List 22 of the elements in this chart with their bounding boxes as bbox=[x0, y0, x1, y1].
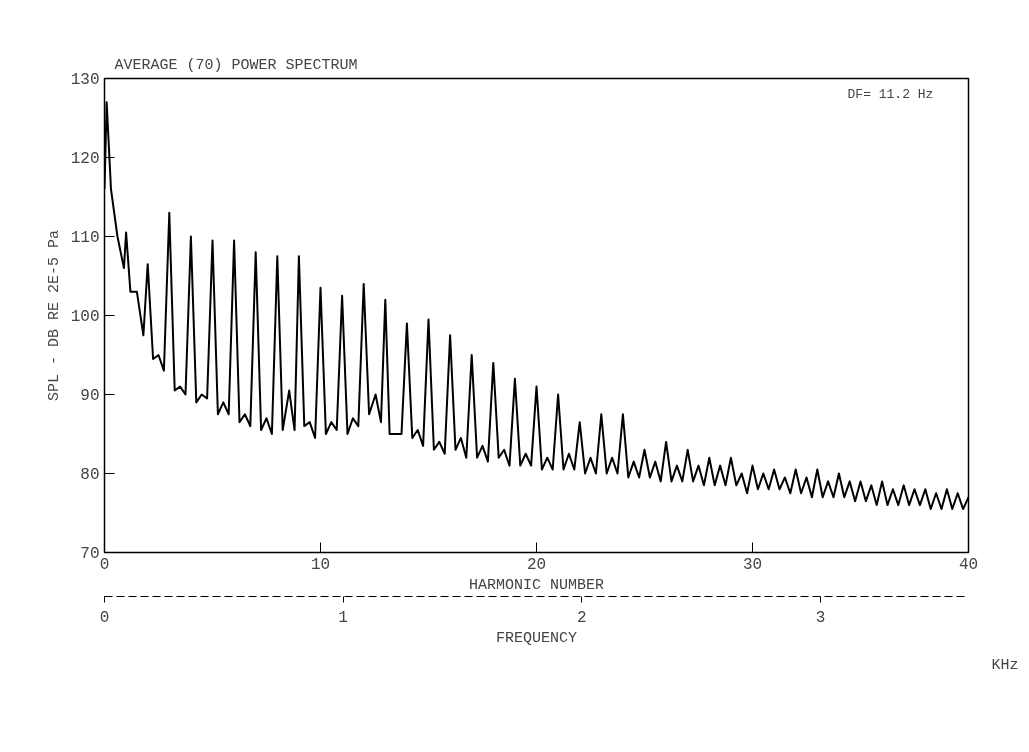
y-tick-label: 70 bbox=[80, 545, 100, 563]
x2-tick-label: 0 bbox=[99, 608, 110, 627]
x-tick-label: 20 bbox=[526, 555, 547, 574]
x-tick-label: 10 bbox=[310, 555, 331, 574]
x-tick-label: 0 bbox=[99, 555, 110, 574]
text: KHz bbox=[991, 656, 1019, 674]
y-tick-label: 80 bbox=[80, 466, 100, 484]
chart-title: AVERAGE (70) POWER SPECTRUM bbox=[114, 56, 358, 74]
y-tick-label: 100 bbox=[70, 308, 100, 326]
x-tick-label: 30 bbox=[742, 555, 763, 574]
x2-axis-title: FREQUENCY bbox=[495, 629, 578, 647]
x-tick-label: 40 bbox=[958, 555, 979, 574]
y-tick-label: 130 bbox=[70, 71, 100, 89]
x2-tick-label: 2 bbox=[577, 608, 587, 627]
x-axis-title: HARMONIC NUMBER bbox=[468, 576, 605, 594]
y-tick-label: 90 bbox=[80, 387, 100, 405]
annotation: DF= 11.2 Hz bbox=[847, 87, 934, 103]
y-tick-label: 120 bbox=[70, 150, 100, 168]
y-axis-title: SPL - DB RE 2E-5 Pa bbox=[45, 229, 63, 402]
y-tick-label: 110 bbox=[70, 229, 100, 247]
x2-tick-label: 1 bbox=[338, 608, 348, 627]
x2-tick-label: 3 bbox=[815, 608, 826, 627]
